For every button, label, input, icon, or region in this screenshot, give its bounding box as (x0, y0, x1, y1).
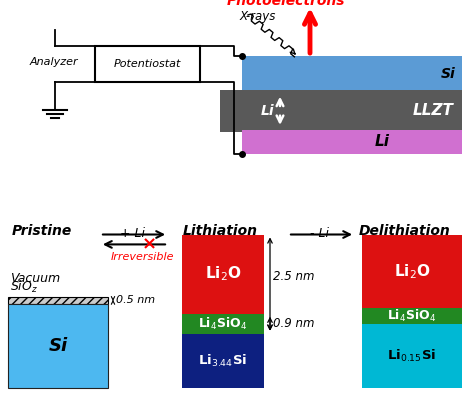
Text: Pristine: Pristine (12, 224, 72, 238)
Text: Li$_4$SiO$_4$: Li$_4$SiO$_4$ (198, 316, 247, 332)
Text: 2.5 nm: 2.5 nm (273, 270, 315, 283)
Bar (242, 130, 462, 154)
Text: Analyzer: Analyzer (30, 57, 79, 67)
Text: Li: Li (261, 104, 275, 118)
Text: Si: Si (441, 67, 456, 81)
Bar (8, 304, 108, 388)
Bar (95, 46, 200, 82)
Text: Li$_2$O: Li$_2$O (394, 262, 430, 281)
Text: 0.9 nm: 0.9 nm (273, 317, 315, 330)
Text: Delithiation: Delithiation (359, 224, 451, 238)
Text: Li$_{0.15}$Si: Li$_{0.15}$Si (387, 348, 437, 364)
Text: Vacuum: Vacuum (10, 272, 60, 285)
Text: X-rays: X-rays (240, 10, 276, 23)
Bar (362, 308, 462, 324)
Text: SiO$_z$: SiO$_z$ (10, 279, 38, 295)
Text: $\mathbf{\times}$: $\mathbf{\times}$ (141, 235, 155, 253)
Bar (182, 314, 264, 334)
Text: Si: Si (48, 337, 68, 355)
Text: + Li: + Li (120, 226, 146, 239)
Bar (220, 90, 462, 132)
Text: - Li: - Li (310, 226, 329, 239)
Text: Li: Li (374, 134, 390, 149)
Bar (362, 235, 462, 308)
Text: Lithiation: Lithiation (182, 224, 257, 238)
Text: Irreversible: Irreversible (110, 252, 174, 262)
Text: Li$_2$O: Li$_2$O (205, 265, 241, 283)
Text: Li$_4$SiO$_4$: Li$_4$SiO$_4$ (387, 308, 437, 324)
Bar (182, 235, 264, 314)
Bar (182, 334, 264, 388)
Text: 0.5 nm: 0.5 nm (116, 295, 155, 305)
Bar (362, 324, 462, 388)
Text: Potentiostat: Potentiostat (114, 59, 181, 69)
Text: Photoelectrons: Photoelectrons (227, 0, 345, 8)
Bar (8, 297, 108, 304)
Text: Li$_{3.44}$Si: Li$_{3.44}$Si (199, 353, 247, 369)
Bar (242, 56, 462, 92)
Text: LLZT: LLZT (413, 103, 454, 118)
